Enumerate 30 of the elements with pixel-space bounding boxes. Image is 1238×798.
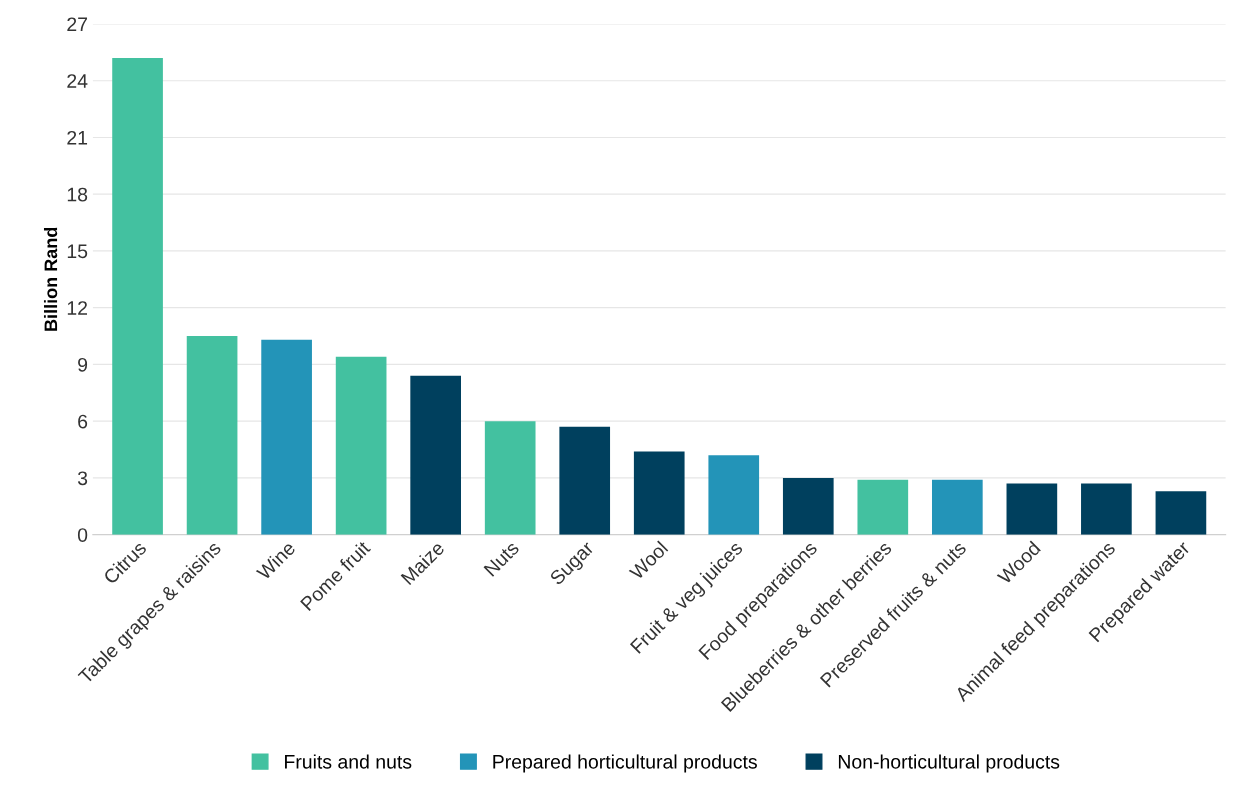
y-tick-label: 3 [77,471,88,486]
bar [857,479,909,535]
y-tick-label: 0 [77,528,88,542]
bar [782,477,834,535]
bar [708,455,760,535]
bar [1081,483,1132,535]
bar [633,451,685,535]
y-axis-title: Billion Rand [43,227,58,331]
legend-label: Prepared horticultural products [493,754,757,773]
y-tick-label: 6 [78,414,88,429]
y-tick-label: 18 [67,187,88,202]
bar [335,356,387,535]
x-tick-label: Nuts [483,540,520,577]
y-tick-label: 9 [78,357,88,372]
bar [559,426,611,535]
y-tick-label: 27 [67,17,88,31]
legend-label: Fruits and nuts [285,754,412,769]
bar [931,479,983,535]
bar [1006,483,1058,535]
y-tick-label: 12 [67,301,88,315]
y-tick-label: 15 [67,244,88,259]
bar [261,339,312,535]
y-tick-label: 21 [67,130,88,145]
bar [484,421,536,535]
bar [112,57,163,535]
y-tick-label: 24 [67,74,88,88]
bar [186,336,238,535]
bar [410,375,461,535]
legend-label: Non-horticultural products [838,754,1060,773]
bar [1155,491,1207,535]
